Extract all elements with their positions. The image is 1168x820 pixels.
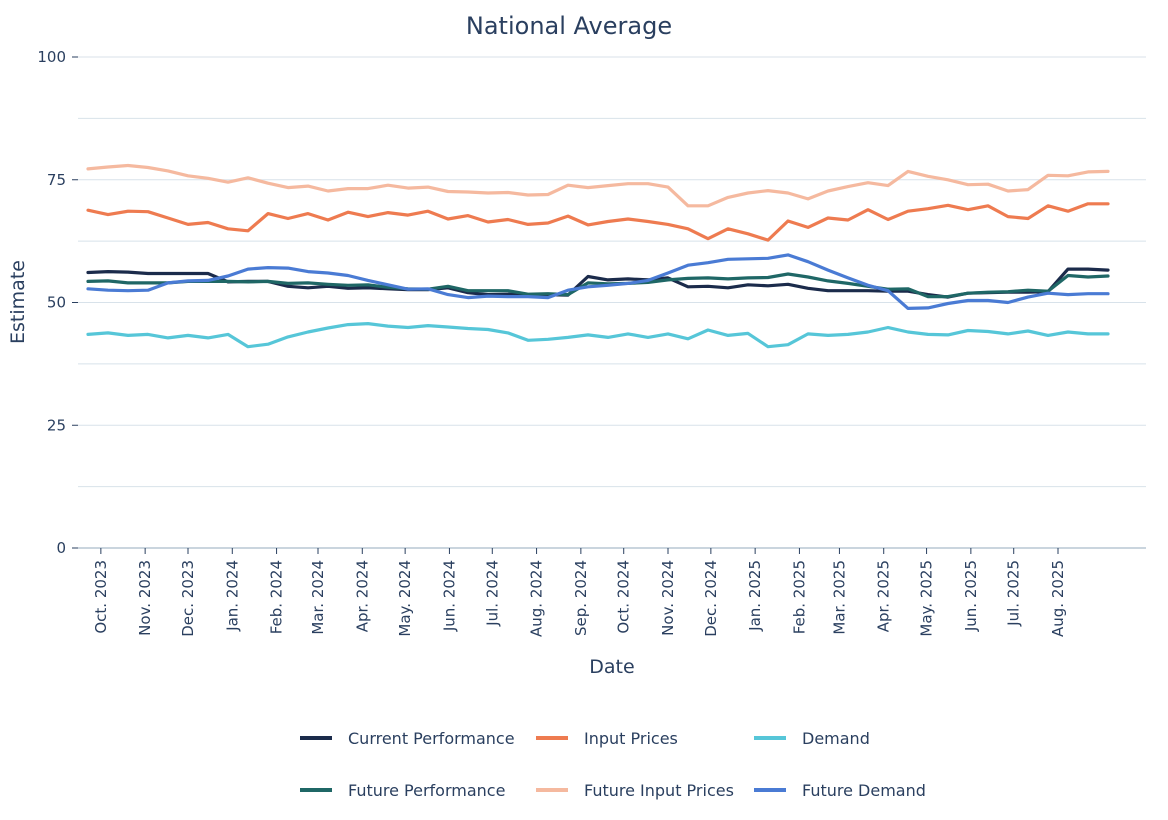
x-tick-label: Oct. 2024 — [615, 560, 633, 634]
x-tick-label: May. 2024 — [396, 560, 414, 637]
y-tick-label: 50 — [47, 294, 66, 312]
legend-label: Demand — [802, 729, 870, 748]
x-tick-label: May. 2025 — [918, 560, 936, 637]
series-line-future-performance — [86, 272, 1110, 299]
legend-item: Future Input Prices — [536, 781, 734, 800]
series-lines — [86, 163, 1110, 349]
x-tick-label: Mar. 2025 — [830, 560, 848, 635]
x-tick-label: Jan. 2024 — [223, 560, 241, 632]
chart-title: National Average — [466, 12, 672, 40]
y-axis-title: Estimate — [7, 260, 29, 344]
legend-label: Future Demand — [802, 781, 926, 800]
x-tick-label: Jan. 2025 — [746, 560, 764, 632]
x-tick-label: Oct. 2023 — [92, 560, 110, 634]
x-tick-label: Mar. 2024 — [309, 560, 327, 635]
legend-label: Future Performance — [348, 781, 505, 800]
y-axis-ticks: 0 25 50 75 100 — [37, 48, 78, 557]
x-tick-label: Aug. 2024 — [528, 560, 546, 637]
legend-item: Demand — [754, 729, 870, 748]
x-tick-label: Nov. 2024 — [659, 560, 677, 636]
series-line-future-demand — [86, 253, 1110, 310]
legend-item: Input Prices — [536, 729, 678, 748]
x-tick-label: Jun. 2025 — [962, 560, 980, 632]
legend-item: Future Demand — [754, 781, 926, 800]
x-tick-label: Aug. 2025 — [1049, 560, 1067, 637]
x-tick-label: Apr. 2024 — [353, 560, 371, 632]
legend-item: Future Performance — [300, 781, 505, 800]
series-line-future-input-prices — [86, 163, 1110, 208]
x-tick-label: Jun. 2024 — [440, 560, 458, 632]
x-tick-label: Feb. 2024 — [268, 560, 286, 634]
y-tick-label: 100 — [37, 48, 66, 66]
x-tick-label: Jul. 2025 — [1005, 560, 1023, 627]
x-tick-label: Nov. 2023 — [136, 560, 154, 636]
series-line-input-prices — [86, 202, 1110, 242]
legend-label: Input Prices — [584, 729, 678, 748]
x-tick-label: Jul. 2024 — [483, 560, 501, 627]
x-tick-label: Dec. 2023 — [179, 560, 197, 637]
x-axis-title: Date — [589, 656, 634, 678]
legend-label: Current Performance — [348, 729, 515, 748]
y-tick-label: 25 — [47, 416, 66, 434]
grid — [78, 56, 1146, 549]
legend: Current Performance Input Prices Demand Fut… — [300, 729, 926, 800]
x-tick-label: Feb. 2025 — [790, 560, 808, 634]
legend-label: Future Input Prices — [584, 781, 734, 800]
series-line-demand — [86, 322, 1110, 349]
legend-item: Current Performance — [300, 729, 515, 748]
y-tick-label: 0 — [56, 539, 66, 557]
x-tick-label: Dec. 2024 — [702, 560, 720, 637]
x-tick-label: Apr. 2025 — [875, 560, 893, 632]
x-tick-label: Sep. 2024 — [572, 560, 590, 636]
x-axis-ticks: Oct. 2023 Nov. 2023 Dec. 2023 Jan. 2024 Feb.… — [92, 548, 1067, 637]
y-tick-label: 75 — [47, 171, 66, 189]
